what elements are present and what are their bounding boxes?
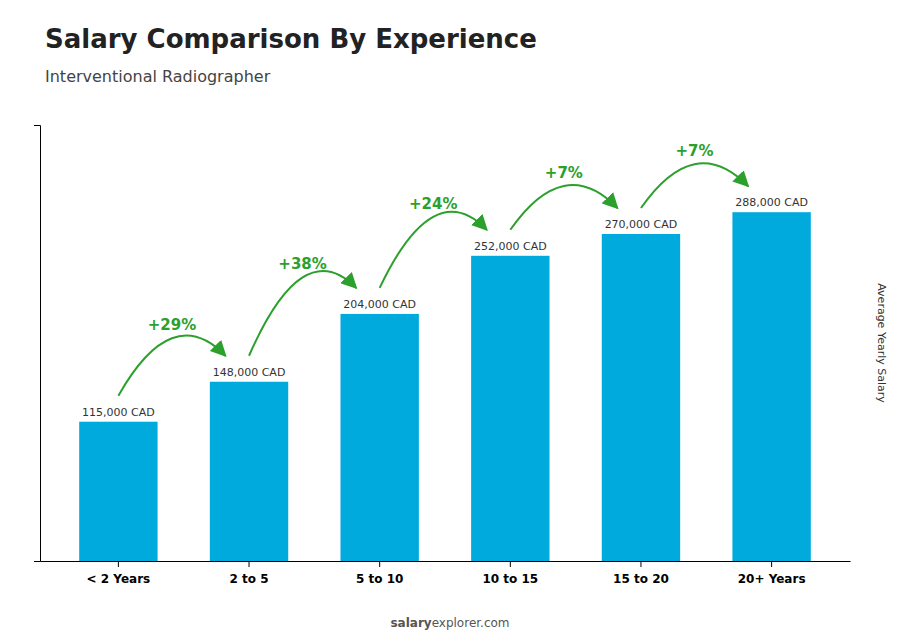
x-tick-mark: [640, 561, 641, 567]
watermark-part: explorer.com: [432, 616, 510, 630]
data-label: 252,000 CAD: [474, 240, 547, 253]
chart: < 2 Years 2 to 5 5 to 10 10 to 15 15 to 20 20…: [0, 0, 900, 641]
change-label: +7%: [545, 164, 583, 182]
data-label: 115,000 CAD: [82, 406, 155, 419]
x-tick-label: 5 to 10: [356, 572, 403, 586]
bar: [471, 256, 549, 561]
x-tick: 2 to 5: [230, 561, 269, 586]
change-label: +38%: [278, 255, 326, 273]
change-label: +24%: [409, 195, 457, 213]
data-label: 148,000 CAD: [213, 366, 286, 379]
x-tick-label: < 2 Years: [87, 572, 151, 586]
data-label: 270,000 CAD: [605, 218, 678, 231]
x-tick: < 2 Years: [87, 561, 151, 586]
x-tick-label: 15 to 20: [613, 572, 669, 586]
title: Salary Comparison By Experience: [45, 24, 537, 54]
bar: [79, 422, 157, 561]
change-arrow: [510, 185, 617, 230]
x-tick-mark: [510, 561, 511, 567]
watermark-part: salary: [390, 616, 431, 630]
y-axis-line: [34, 126, 41, 562]
y-axis: [34, 126, 41, 562]
x-tick-label: 2 to 5: [230, 572, 269, 586]
change-annotations: +29% +38% +24% +7% +7%: [118, 142, 748, 396]
change-arrow: [118, 336, 225, 396]
bar: [210, 382, 288, 561]
change-label: +29%: [148, 316, 196, 334]
change-label: +7%: [676, 142, 714, 160]
x-axis: < 2 Years 2 to 5 5 to 10 10 to 15 15 to 20 20…: [41, 561, 851, 586]
x-tick: 5 to 10: [356, 561, 403, 586]
watermark: salaryexplorer.com: [390, 616, 509, 630]
x-axis-line: [41, 561, 851, 562]
x-tick-mark: [118, 561, 119, 567]
x-tick-label: 10 to 15: [482, 572, 538, 586]
x-tick-label: 20+ Years: [738, 572, 806, 586]
change-arrow: [249, 271, 356, 356]
bar: [340, 314, 418, 561]
y-axis-title: Average Yearly Salary: [875, 283, 888, 403]
data-label: 204,000 CAD: [343, 298, 416, 311]
x-tick: 10 to 15: [482, 561, 538, 586]
x-tick: 20+ Years: [738, 561, 806, 586]
subtitle: Interventional Radiographer: [45, 67, 271, 86]
x-tick-mark: [249, 561, 250, 567]
change-arrow: [641, 163, 748, 208]
x-tick: 15 to 20: [613, 561, 669, 586]
bar: [602, 234, 680, 561]
data-labels: 115,000 CAD 148,000 CAD 204,000 CAD 252,000…: [82, 196, 808, 419]
x-tick-mark: [379, 561, 380, 567]
bars: [79, 212, 811, 561]
bar: [732, 212, 810, 561]
x-tick-mark: [771, 561, 772, 567]
data-label: 288,000 CAD: [735, 196, 808, 209]
change-arrow: [380, 212, 487, 288]
